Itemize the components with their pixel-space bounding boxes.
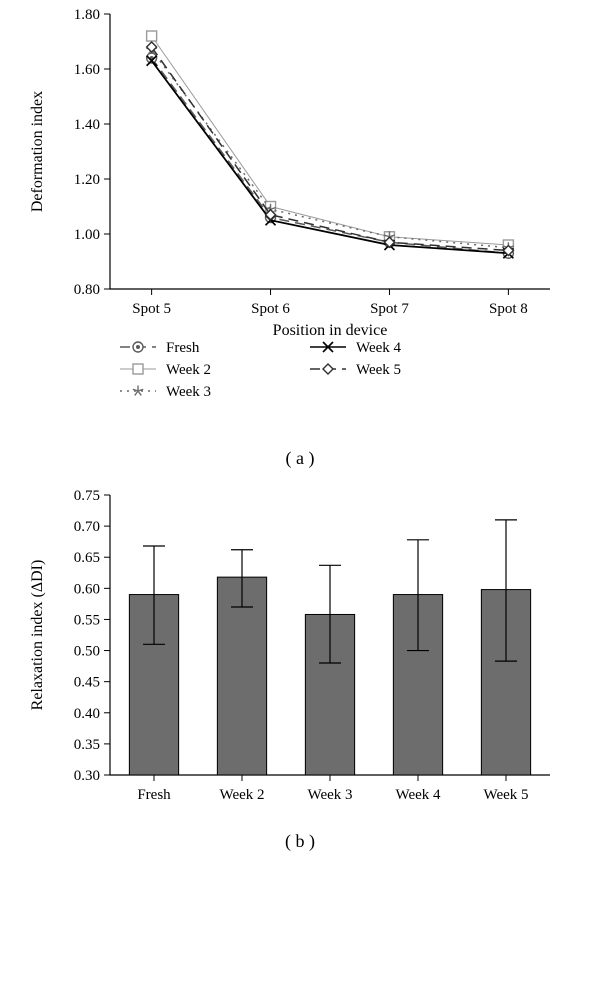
svg-text:0.30: 0.30	[74, 768, 100, 784]
svg-text:Week 4: Week 4	[395, 787, 441, 803]
svg-text:0.45: 0.45	[74, 675, 100, 691]
bar-chart: 0.30 0.35 0.40 0.45 0.50 0.55 0.60 0.65 0.70 0.75…	[20, 483, 580, 823]
svg-text:0.60: 0.60	[74, 581, 100, 597]
svg-text:Spot 8: Spot 8	[489, 301, 528, 317]
svg-text:Fresh: Fresh	[166, 340, 200, 356]
svg-text:Relaxation index (ΔDI): Relaxation index (ΔDI)	[29, 560, 46, 711]
svg-text:0.50: 0.50	[74, 644, 100, 660]
svg-text:Week 3: Week 3	[307, 787, 352, 803]
svg-text:Week 3: Week 3	[166, 384, 211, 400]
panel-a: 0.80 1.00 1.20 1.40 1.60 1.80 Spot 5 Spot 6 Spot…	[20, 0, 580, 440]
svg-text:1.40: 1.40	[74, 117, 100, 133]
svg-text:0.55: 0.55	[74, 612, 100, 628]
svg-text:Deformation index: Deformation index	[29, 91, 46, 212]
svg-text:0.35: 0.35	[74, 737, 100, 753]
svg-text:0.65: 0.65	[74, 550, 100, 566]
svg-text:Week 4: Week 4	[356, 340, 402, 356]
line-chart: 0.80 1.00 1.20 1.40 1.60 1.80 Spot 5 Spot 6 Spot…	[20, 0, 580, 440]
svg-text:0.40: 0.40	[74, 706, 100, 722]
svg-text:Week 2: Week 2	[166, 362, 211, 378]
svg-text:1.20: 1.20	[74, 172, 100, 188]
svg-text:1.80: 1.80	[74, 7, 100, 23]
svg-text:Week 2: Week 2	[219, 787, 264, 803]
svg-text:Week 5: Week 5	[356, 362, 401, 378]
svg-text:Spot 7: Spot 7	[370, 301, 409, 317]
svg-text:0.80: 0.80	[74, 282, 100, 298]
figure-container: 0.80 1.00 1.20 1.40 1.60 1.80 Spot 5 Spot 6 Spot…	[0, 0, 600, 866]
svg-text:Spot 6: Spot 6	[251, 301, 290, 317]
panel-b: 0.30 0.35 0.40 0.45 0.50 0.55 0.60 0.65 0.70 0.75…	[20, 483, 580, 823]
svg-text:0.75: 0.75	[74, 488, 100, 504]
svg-text:0.70: 0.70	[74, 519, 100, 535]
svg-text:Position in device: Position in device	[273, 322, 388, 339]
sublabel-b: ( b )	[285, 831, 315, 852]
sublabel-a: ( a )	[286, 448, 315, 469]
svg-text:Week 5: Week 5	[483, 787, 528, 803]
svg-text:1.00: 1.00	[74, 227, 100, 243]
svg-text:1.60: 1.60	[74, 62, 100, 78]
svg-text:Fresh: Fresh	[137, 787, 171, 803]
svg-text:Spot 5: Spot 5	[132, 301, 171, 317]
